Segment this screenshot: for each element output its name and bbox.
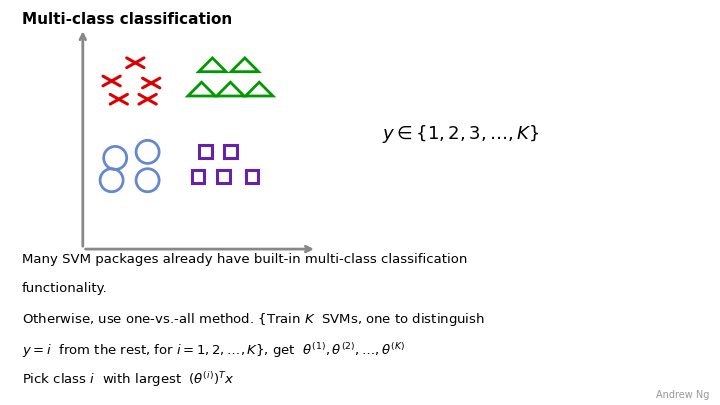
- Bar: [192, 170, 204, 183]
- Bar: [224, 145, 237, 158]
- Text: Otherwise, use one-vs.-all method. {Train $K$  SVMs, one to distinguish: Otherwise, use one-vs.-all method. {Trai…: [22, 311, 485, 328]
- Bar: [246, 170, 258, 183]
- Text: Multi-class classification: Multi-class classification: [22, 12, 232, 27]
- Text: Pick class $i$  with largest  $(\theta^{(i)})^T x$: Pick class $i$ with largest $(\theta^{(i…: [22, 370, 234, 389]
- Text: Many SVM packages already have built-in multi-class classification: Many SVM packages already have built-in …: [22, 253, 467, 266]
- Bar: [217, 170, 230, 183]
- Text: $y = i$  from the rest, for $i = 1, 2, \ldots, K$}, get  $\theta^{(1)}, \theta^{: $y = i$ from the rest, for $i = 1, 2, \l…: [22, 341, 405, 360]
- Text: Andrew Ng: Andrew Ng: [656, 390, 709, 400]
- Bar: [199, 145, 212, 158]
- Text: functionality.: functionality.: [22, 282, 107, 295]
- Text: $y \in \{1, 2, 3, \ldots, K\}$: $y \in \{1, 2, 3, \ldots, K\}$: [382, 123, 539, 145]
